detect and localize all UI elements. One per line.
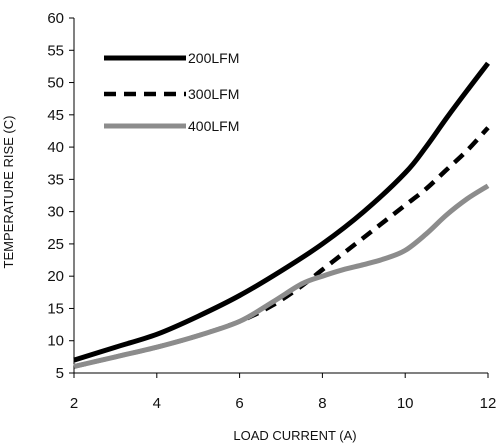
y-tick-label: 35 [47,171,64,188]
y-tick-label: 55 [47,42,64,59]
legend-label-400lfm: 400LFM [188,118,239,134]
y-axis-title: TEMPERATURE RISE (C) [1,116,16,269]
y-tick-label: 50 [47,75,64,92]
x-tick-label: 8 [318,395,326,412]
legend: 200LFM 300LFM 400LFM [104,50,239,134]
x-axis-title: LOAD CURRENT (A) [233,428,356,443]
y-tick-label: 45 [47,107,64,124]
x-tick-label: 2 [70,395,78,412]
series-line-400lfm [73,183,490,369]
y-axis-ticks: 5 10 15 20 25 30 35 40 45 50 55 60 [47,10,74,382]
y-tick-label: 40 [47,139,64,156]
x-tick-label: 4 [153,395,161,412]
legend-label-200lfm: 200LFM [188,50,239,66]
y-tick-label: 20 [47,268,64,285]
legend-label-300lfm: 300LFM [188,86,239,102]
y-tick-label: 10 [47,333,64,350]
y-tick-label: 15 [47,300,64,317]
y-tick-label: 25 [47,236,64,253]
axes [73,18,488,374]
x-tick-label: 10 [397,395,414,412]
series-line-200lfm [73,61,490,363]
x-tick-label: 12 [480,395,497,412]
x-axis-ticks: 2 4 6 8 10 12 [70,373,497,412]
y-tick-label: 60 [47,10,64,27]
series-layer [73,61,490,369]
x-tick-label: 6 [235,395,243,412]
series-line-300lfm [73,126,490,369]
y-tick-label: 5 [56,365,64,382]
y-tick-label: 30 [47,204,64,221]
